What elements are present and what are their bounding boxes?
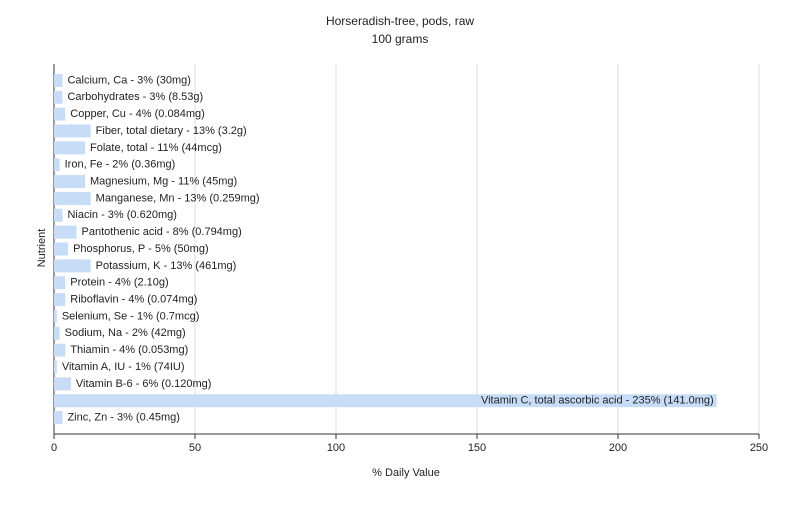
bar [54,309,57,323]
bar [54,124,91,138]
x-tick-label: 50 [189,442,201,454]
bar-label: Selenium, Se - 1% (0.7mcg) [62,310,200,322]
bar-label: Riboflavin - 4% (0.074mg) [70,293,197,305]
bar [54,107,66,121]
chart-subtitle: 100 grams [372,32,429,46]
chart-title: Horseradish-tree, pods, raw [326,14,474,28]
x-axis-label: % Daily Value [372,467,440,479]
bar-label: Phosphorus, P - 5% (50mg) [73,243,209,255]
x-tick-label: 250 [750,442,768,454]
y-axis-label: Nutrient [36,229,48,268]
bar-label: Vitamin C, total ascorbic acid - 235% (1… [481,395,714,407]
bar-label: Protein - 4% (2.10g) [70,277,168,289]
bar-label: Niacin - 3% (0.620mg) [67,209,176,221]
bar-label: Carbohydrates - 3% (8.53g) [67,91,203,103]
bar [54,242,69,256]
bar-label: Pantothenic acid - 8% (0.794mg) [82,226,242,238]
bar [54,158,60,172]
bar-label: Folate, total - 11% (44mcg) [90,142,222,154]
bar-label: Zinc, Zn - 3% (0.45mg) [67,411,179,423]
bar [54,175,86,189]
bar-label: Magnesium, Mg - 11% (45mg) [90,175,237,187]
bar [54,394,717,408]
bar [54,326,60,340]
bar-label: Fiber, total dietary - 13% (3.2g) [96,125,247,137]
bar-label: Sodium, Na - 2% (42mg) [65,327,186,339]
bar-label: Calcium, Ca - 3% (30mg) [67,74,190,86]
bar-label: Vitamin B-6 - 6% (0.120mg) [76,378,212,390]
bar [54,225,77,239]
bar [54,208,63,222]
bar-label: Potassium, K - 13% (461mg) [96,260,237,272]
x-tick-label: 200 [609,442,627,454]
bar-label: Thiamin - 4% (0.053mg) [70,344,188,356]
bar [54,276,66,290]
bar [54,259,91,273]
bar-label: Copper, Cu - 4% (0.084mg) [70,108,205,120]
bar [54,377,71,391]
bar [54,73,63,87]
bar [54,411,63,425]
x-tick-label: 150 [468,442,486,454]
bar [54,141,86,155]
bar [54,90,63,104]
bar-label: Vitamin A, IU - 1% (74IU) [62,361,185,373]
x-tick-label: 0 [51,442,57,454]
bar [54,191,91,205]
bar [54,343,66,357]
bar-label: Iron, Fe - 2% (0.36mg) [65,159,176,171]
x-tick-label: 100 [327,442,345,454]
bar [54,293,66,307]
bar [54,360,57,374]
bar-label: Manganese, Mn - 13% (0.259mg) [96,192,260,204]
